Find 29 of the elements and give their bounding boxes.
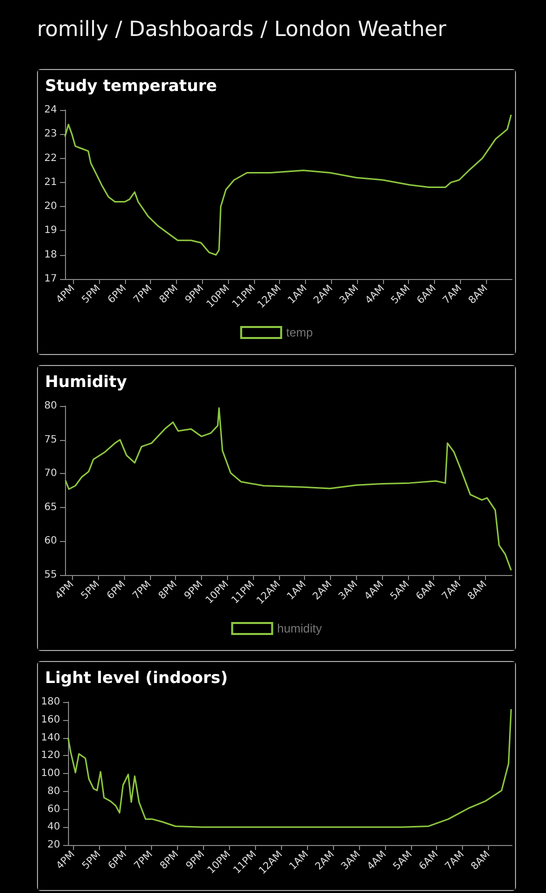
y-tick-label: 19	[44, 225, 57, 236]
y-tick-label: 17	[44, 274, 57, 284]
y-tick-label: 65	[44, 502, 57, 513]
y-tick-label: 60	[47, 804, 60, 815]
y-tick-label: 24	[44, 104, 57, 116]
text: romilly / Dashboards / London Weather	[36, 16, 448, 43]
y-tick-label: 120	[40, 750, 60, 762]
y-tick-label: 100	[40, 768, 60, 779]
y-tick-label: 23	[44, 128, 57, 140]
y-tick-label: 80	[44, 400, 57, 412]
y-tick-label: 75	[44, 434, 57, 446]
y-tick-label: 21	[44, 176, 57, 188]
chart-title: Study temperature	[45, 76, 217, 95]
y-tick-label: 60	[44, 536, 57, 547]
y-tick-label: 140	[40, 732, 60, 744]
y-tick-label: 70	[44, 468, 57, 480]
y-tick-label: 180	[40, 696, 60, 708]
y-tick-label: 160	[40, 714, 60, 726]
y-tick-label: 55	[44, 570, 57, 580]
chart-title: Light level (indoors)	[45, 668, 228, 687]
y-tick-label: 18	[44, 249, 57, 260]
chart-title: Humidity	[45, 372, 127, 391]
legend-label: humidity	[277, 622, 322, 636]
y-tick-label: 20	[47, 840, 60, 850]
y-tick-label: 22	[44, 152, 57, 164]
legend-label: temp	[286, 326, 314, 340]
y-tick-label: 40	[47, 822, 60, 833]
y-tick-label: 20	[44, 201, 57, 212]
y-tick-label: 80	[47, 786, 60, 797]
